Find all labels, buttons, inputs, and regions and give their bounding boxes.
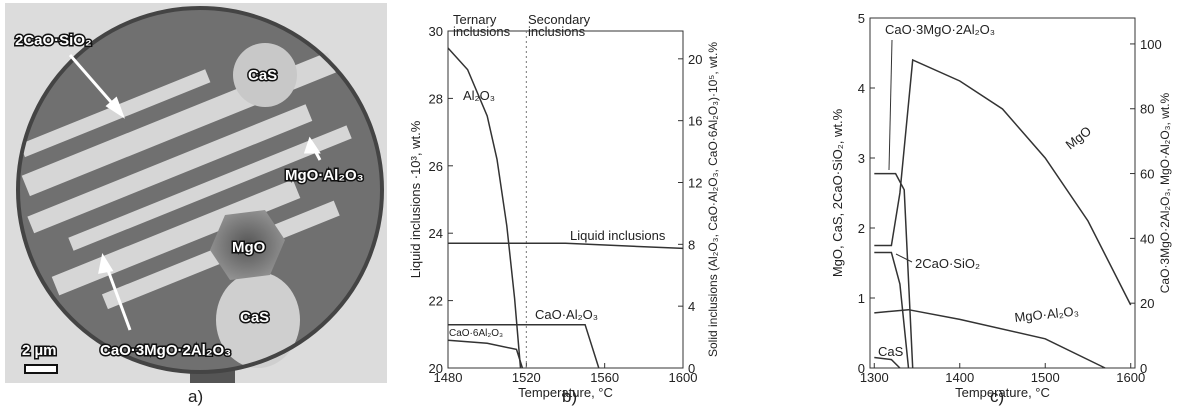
y-tick-label: 4 [858,81,865,96]
y2-tick-label: 0 [1140,361,1147,376]
x-tick-label: 1400 [945,370,974,385]
series-line [874,356,901,369]
micrograph-label: CaS [248,67,277,84]
series-line [448,323,600,369]
y2-tick-label: 12 [688,175,702,190]
micrograph-label: MgO·Al₂O₃ [285,167,364,184]
y-axis-label: Liquid inclusions ·10³, wt.% [408,120,423,278]
y-tick-label: 2 [858,221,865,236]
y2-tick-label: 8 [688,237,695,252]
micrograph-label: MgO [232,239,266,256]
y-tick-label: 30 [429,24,443,39]
micrograph-label: CaS [240,309,269,326]
panel-label: b) [562,387,577,406]
y2-tick-label: 4 [688,299,695,314]
series-label: 2CaO·SiO₂ [915,256,980,271]
micrograph [5,3,387,383]
x-tick-label: 1500 [1031,370,1060,385]
series-label: CaS [878,344,904,359]
y-tick-label: 5 [858,11,865,26]
x-tick-label: 1520 [512,370,541,385]
panel-label: c) [990,387,1004,406]
series-line [874,251,910,369]
series-label: MgO [1063,123,1094,152]
x-axis-label: Temperature, °C [955,385,1050,400]
y2-tick-label: 60 [1140,167,1154,182]
y-tick-label: 28 [429,91,443,106]
series-line [447,339,524,369]
micrograph-label: 2CaO·SiO₂ [15,32,92,49]
x-tick-label: 1600 [669,370,698,385]
series-label: CaO·Al₂O₃ [535,307,598,322]
y-tick-label: 24 [429,226,443,241]
x-tick-label: 1480 [434,370,463,385]
x-tick-label: 1560 [590,370,619,385]
y2-tick-label: 80 [1140,102,1154,117]
y-tick-label: 0 [858,361,865,376]
x-axis-label: Temperature, °C [518,385,613,400]
y-tick-label: 1 [858,291,865,306]
y-tick-label: 22 [429,294,443,309]
annotation: Ternary inclusions [453,12,511,39]
y-tick-label: 20 [429,361,443,376]
series-line [448,242,684,250]
y2-axis-label: Solid inclusions (Al₂O₃, CaO·Al₂O₃, CaO·… [706,42,720,357]
y2-tick-label: 0 [688,361,695,376]
label-arrow [888,39,893,171]
y-axis-label: MgO, CaS, 2CaO·SiO₂, wt.% [830,108,845,277]
y-tick-label: 26 [429,159,443,174]
series-label: Al₂O₃ [463,88,495,103]
y2-tick-label: 20 [1140,296,1154,311]
label-arrow [895,253,913,263]
x-tick-label: 1600 [1116,370,1145,385]
y2-tick-label: 40 [1140,231,1154,246]
scale-bar-label: 2 µm [22,342,57,359]
annotation: Secondary inclusions [528,12,591,39]
y2-tick-label: 16 [688,114,702,129]
series-line [874,58,1132,306]
y2-axis-label: CaO·3MgO·2Al₂O₃, MgO·Al₂O₃, wt.% [1158,92,1172,293]
y-tick-label: 3 [858,151,865,166]
x-tick-label: 1300 [860,370,889,385]
series-label: CaO·6Al₂O₃ [449,328,503,339]
series-label: CaO·3MgO·2Al₂O₃ [885,22,995,37]
panel-label: a) [188,387,203,406]
series-line [874,308,1106,369]
series-line [874,172,914,369]
y2-tick-label: 100 [1140,37,1162,52]
micrograph-label: CaO·3MgO·2Al₂O₃ [100,342,231,359]
series-label: MgO·Al₂O₃ [1014,303,1080,325]
plot-frame [447,30,684,369]
plot-frame [869,17,1136,369]
y2-tick-label: 20 [688,52,702,67]
series-label: Liquid inclusions [570,228,666,243]
series-line [447,47,522,369]
